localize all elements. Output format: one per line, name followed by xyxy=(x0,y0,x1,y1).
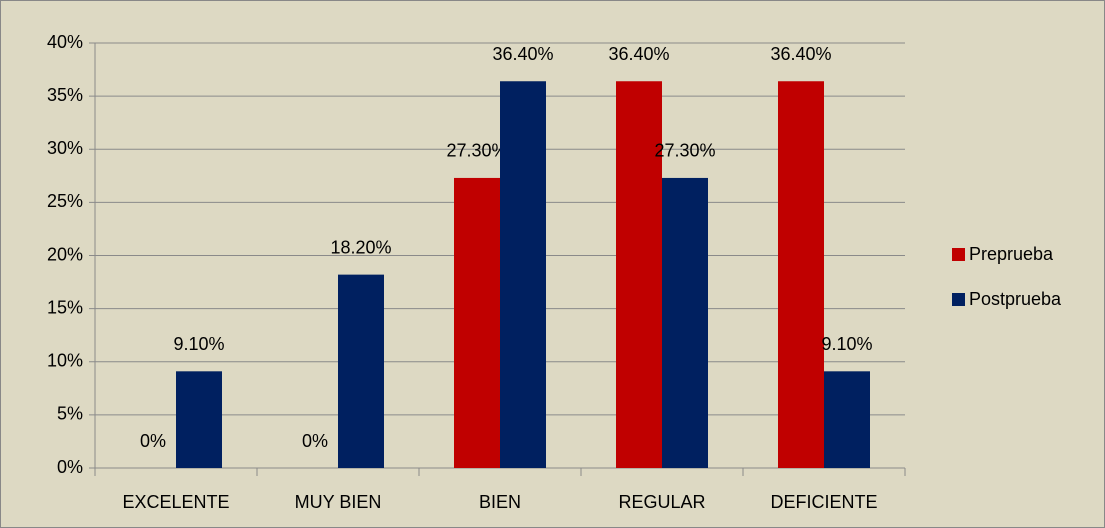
x-tick-label: REGULAR xyxy=(618,492,705,512)
x-tick-label: BIEN xyxy=(479,492,521,512)
y-tick-label: 15% xyxy=(47,297,83,317)
y-tick-label: 5% xyxy=(57,404,83,424)
x-tick-label: MUY BIEN xyxy=(295,492,382,512)
bar xyxy=(454,177,500,468)
y-tick-label: 40% xyxy=(47,32,83,52)
legend-swatch xyxy=(952,248,965,261)
bar xyxy=(616,81,662,468)
y-tick-label: 30% xyxy=(47,138,83,158)
value-label: 36.40% xyxy=(608,44,669,64)
value-label: 36.40% xyxy=(770,44,831,64)
y-tick-label: 20% xyxy=(47,244,83,264)
value-label: 27.30% xyxy=(654,141,715,161)
y-tick-label: 35% xyxy=(47,85,83,105)
y-tick-label: 25% xyxy=(47,191,83,211)
y-tick-label: 0% xyxy=(57,457,83,477)
legend-swatch xyxy=(952,293,965,306)
bar xyxy=(500,81,546,468)
legend-label: Preprueba xyxy=(969,244,1054,264)
bar xyxy=(824,371,870,468)
x-tick-label: DEFICIENTE xyxy=(770,492,877,512)
value-label: 18.20% xyxy=(330,237,391,257)
y-tick-label: 10% xyxy=(47,351,83,371)
bar xyxy=(338,274,384,468)
value-label: 9.10% xyxy=(821,334,872,354)
bar xyxy=(662,177,708,468)
value-label: 0% xyxy=(302,431,328,451)
value-label: 0% xyxy=(140,431,166,451)
value-label: 36.40% xyxy=(492,44,553,64)
bar xyxy=(176,371,222,468)
legend-label: Postprueba xyxy=(969,289,1062,309)
x-tick-label: EXCELENTE xyxy=(122,492,229,512)
value-label: 9.10% xyxy=(173,334,224,354)
value-label: 27.30% xyxy=(446,141,507,161)
bar xyxy=(778,81,824,468)
